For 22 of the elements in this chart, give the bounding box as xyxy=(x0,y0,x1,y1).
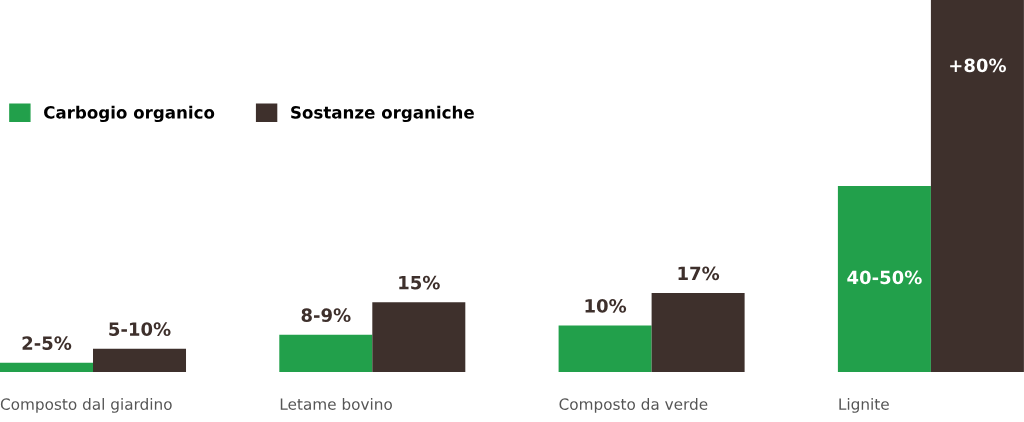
legend-label: Sostanze organiche xyxy=(291,105,474,123)
bar xyxy=(930,0,1024,372)
x-tick-label: Lignite xyxy=(839,398,889,413)
data-label: 10% xyxy=(585,299,627,313)
data-label: 5-10% xyxy=(109,322,171,336)
bar xyxy=(837,186,931,372)
data-label: 15% xyxy=(399,275,440,290)
data-label: +80% xyxy=(950,58,1007,73)
bar xyxy=(558,325,652,372)
data-label: 8-9% xyxy=(301,308,351,322)
data-label: 17% xyxy=(678,266,720,281)
bar xyxy=(0,362,94,372)
bar xyxy=(93,348,187,372)
bar xyxy=(651,292,745,372)
data-label: 40-50% xyxy=(847,270,922,285)
x-tick-label: Letame bovino xyxy=(280,398,392,410)
x-tick-label: Composto dal giardino xyxy=(0,398,172,413)
bar xyxy=(279,334,373,372)
data-label: 2-5% xyxy=(22,336,72,350)
x-tick-label: Composto da verde xyxy=(559,398,708,413)
legend-label: Carbogio organico xyxy=(44,105,215,123)
bar xyxy=(372,302,466,372)
